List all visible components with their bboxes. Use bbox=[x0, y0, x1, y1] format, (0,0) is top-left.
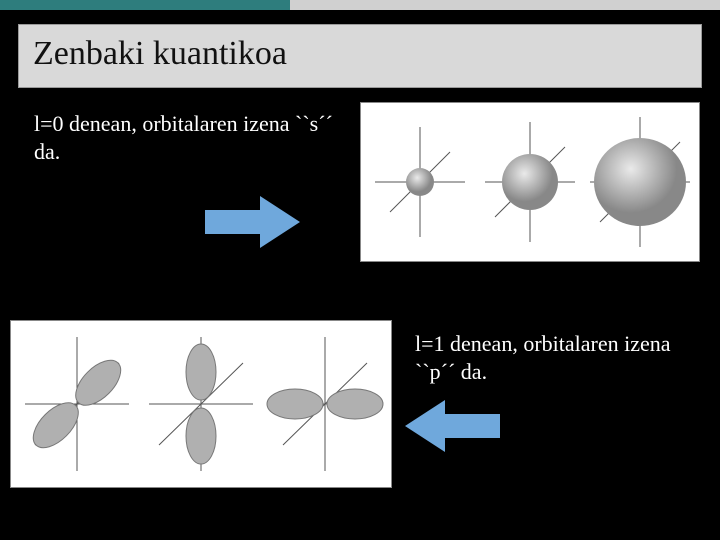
s-orbital-3 bbox=[585, 107, 695, 257]
stripe-teal bbox=[0, 0, 290, 10]
stripe-gray bbox=[290, 0, 720, 10]
top-stripe bbox=[0, 0, 720, 10]
text-s-orbital: l=0 denean, orbitalaren izena ``s´´ da. bbox=[34, 110, 334, 165]
p-orbital-2 bbox=[139, 325, 263, 483]
title-box: Zenbaki kuantikoa bbox=[18, 24, 702, 88]
arrow-right-icon bbox=[205, 196, 300, 248]
s-orbital-1 bbox=[365, 107, 475, 257]
s-orbital-2 bbox=[475, 107, 585, 257]
p-orbital-1 bbox=[15, 325, 139, 483]
text-p-orbital: l=1 denean, orbitalaren izena ``p´´ da. bbox=[415, 330, 695, 385]
slide-title: Zenbaki kuantikoa bbox=[33, 35, 687, 73]
arrow-left-icon bbox=[405, 400, 500, 452]
s-orbital-image bbox=[360, 102, 700, 262]
p-orbital-3 bbox=[263, 325, 387, 483]
p-orbital-image bbox=[10, 320, 392, 488]
